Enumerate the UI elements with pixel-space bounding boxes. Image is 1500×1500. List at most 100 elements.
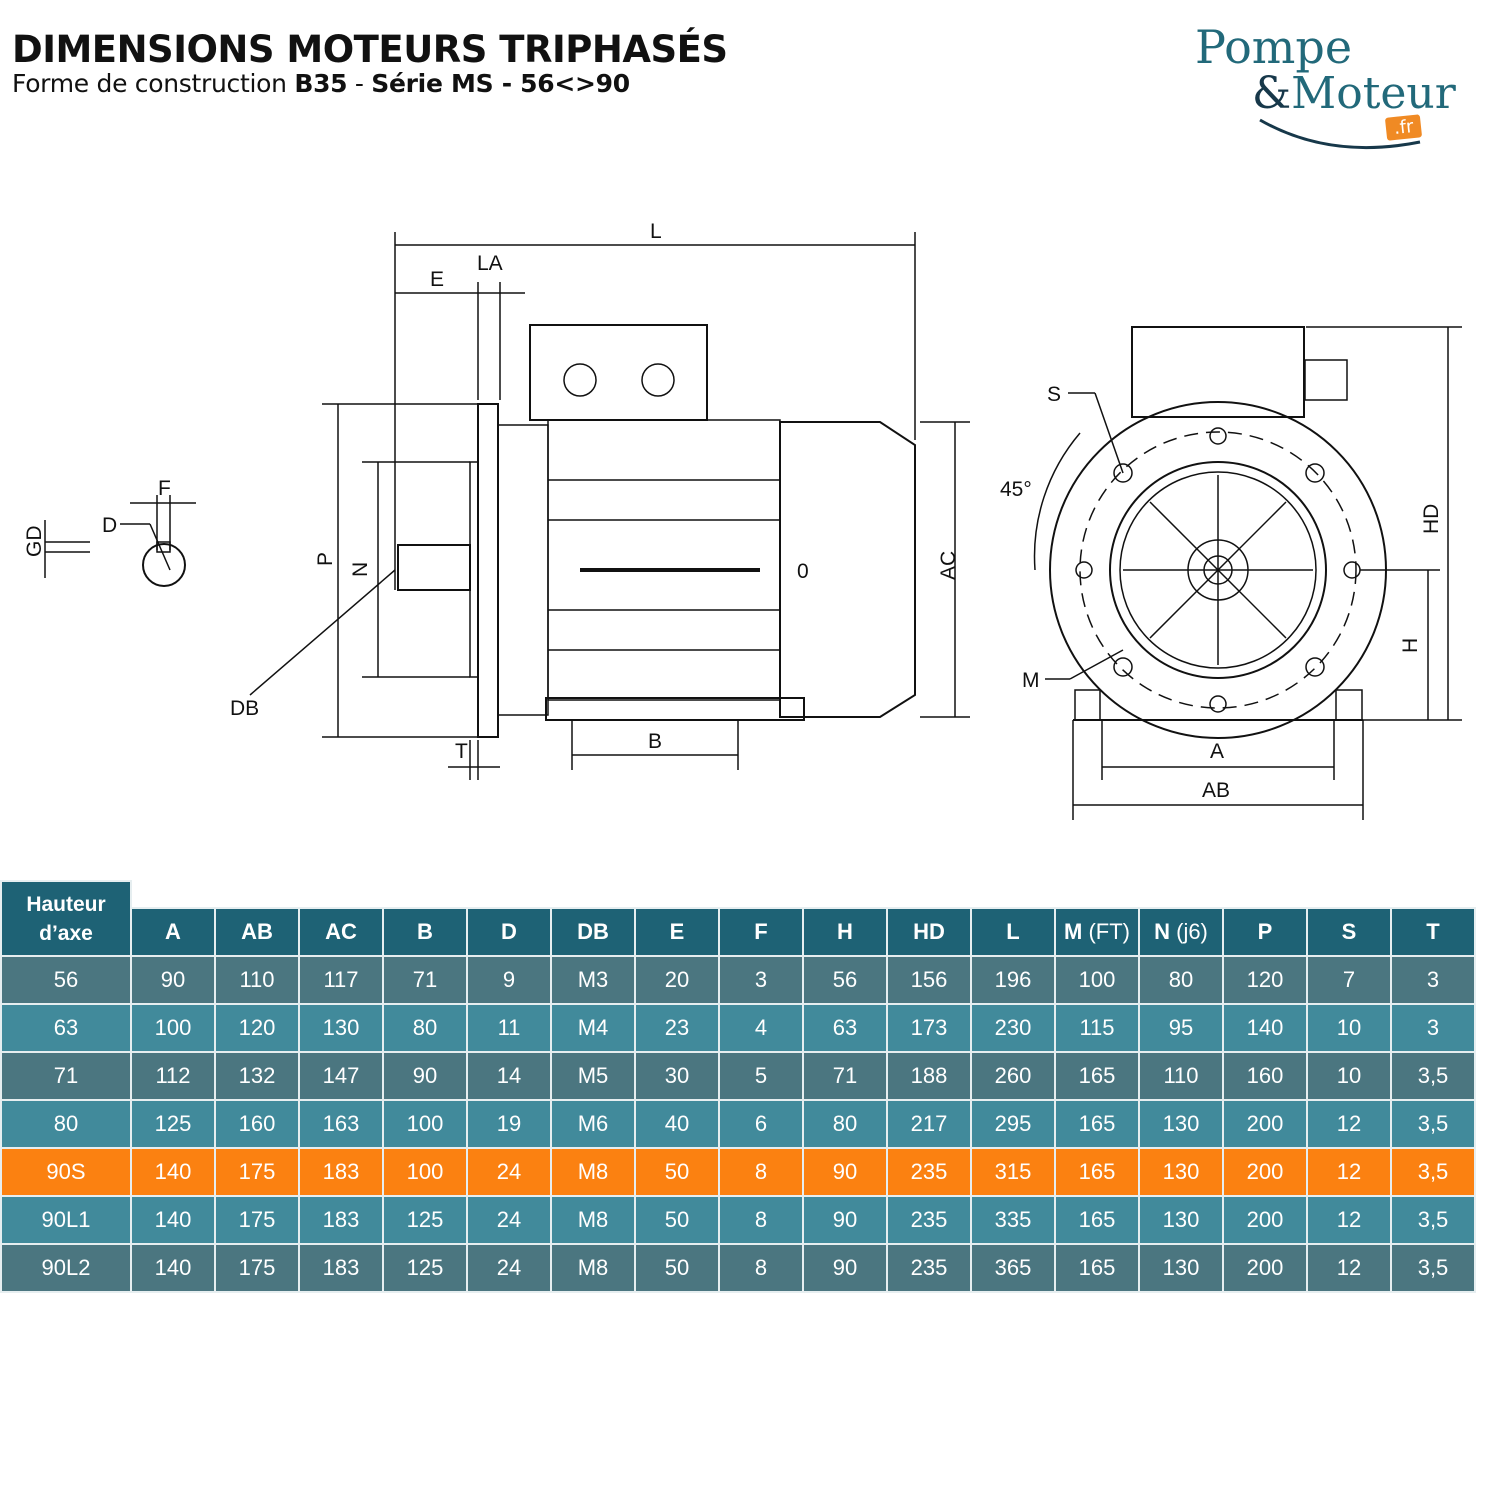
table-cell: 165	[1054, 1243, 1140, 1293]
table-cell: M5	[550, 1051, 636, 1101]
table-cell: 183	[298, 1147, 384, 1197]
col-header-label: DB	[577, 919, 609, 944]
table-cell: 230	[970, 1003, 1056, 1053]
table-cell: 260	[970, 1051, 1056, 1101]
label-DB: DB	[230, 697, 259, 720]
table-cell: 100	[382, 1147, 468, 1197]
table-cell: 183	[298, 1195, 384, 1245]
header-spacer	[131, 881, 1475, 908]
table-cell: 50	[634, 1243, 720, 1293]
table-cell: 120	[214, 1003, 300, 1053]
col-header-s: S	[1306, 907, 1392, 957]
table-cell: 173	[886, 1003, 972, 1053]
table-row: 71 112 132 147 90 14 M5 30 5 71 188 260 165 110 160 10 3…	[0, 1051, 1476, 1101]
col-header-ac: AC	[298, 907, 384, 957]
table-cell: 315	[970, 1147, 1056, 1197]
table-cell: 140	[130, 1147, 216, 1197]
col-header-f: F	[718, 907, 804, 957]
col-header-label: AB	[241, 919, 273, 944]
table-cell: 7	[1306, 955, 1392, 1005]
col-header-label: A	[165, 919, 181, 944]
table-cell: 12	[1306, 1243, 1392, 1293]
col-header-p: P	[1222, 907, 1308, 957]
table-cell: 10	[1306, 1003, 1392, 1053]
label-P: P	[314, 552, 337, 566]
table-cell: 24	[466, 1243, 552, 1293]
table-cell: 19	[466, 1099, 552, 1149]
table-cell: 12	[1306, 1147, 1392, 1197]
col-header-m: M (FT)	[1054, 907, 1140, 957]
table-cell: 71	[0, 1051, 132, 1101]
col-header-label: M	[1064, 919, 1083, 944]
table-cell: 3	[1390, 955, 1476, 1005]
table-cell: 90L1	[0, 1195, 132, 1245]
col-header-label: HD	[913, 919, 945, 944]
table-cell: 117	[298, 955, 384, 1005]
col-header-label: P	[1257, 919, 1273, 944]
label-GD: GD	[23, 526, 46, 558]
table-cell: M6	[550, 1099, 636, 1149]
table-cell: 165	[1054, 1051, 1140, 1101]
logo-swoosh	[1259, 118, 1421, 150]
col-header-a: A	[130, 907, 216, 957]
col-header-h: H	[802, 907, 888, 957]
table-cell: 20	[634, 955, 720, 1005]
label-AC: AC	[937, 551, 960, 580]
table-cell: 63	[802, 1003, 888, 1053]
table-cell: 175	[214, 1147, 300, 1197]
table-cell: 50	[634, 1147, 720, 1197]
table-cell: 3	[718, 955, 804, 1005]
col-header-label: T	[1426, 919, 1440, 944]
table-cell: 30	[634, 1051, 720, 1101]
table-cell: 4	[718, 1003, 804, 1053]
table-cell: 3,5	[1390, 1051, 1476, 1101]
col-header-label: D	[501, 919, 517, 944]
logo-amp: &	[1252, 68, 1292, 119]
table-cell: 165	[1054, 1195, 1140, 1245]
table-cell: 95	[1138, 1003, 1224, 1053]
label-angle: 45°	[1000, 478, 1032, 501]
col-header-e: E	[634, 907, 720, 957]
table-row: 90L1 140 175 183 125 24 M8 50 8 90 235 335 165 130 200…	[0, 1195, 1476, 1245]
label-O: 0	[797, 560, 809, 583]
table-cell: 90	[802, 1243, 888, 1293]
table-cell: 175	[214, 1195, 300, 1245]
logo: Pompe &Moteur .fr	[1190, 20, 1456, 160]
table-row: 90L2 140 175 183 125 24 M8 50 8 90 235 365 165 130 200…	[0, 1243, 1476, 1293]
col-header-ab: AB	[214, 907, 300, 957]
table-cell: 80	[802, 1099, 888, 1149]
subtitle-prefix: Forme de construction	[12, 69, 295, 98]
table-cell: 3,5	[1390, 1195, 1476, 1245]
col-header-d: D	[466, 907, 552, 957]
table-cell: 140	[130, 1243, 216, 1293]
dimensions-table: Hauteur d’axe A AB AC B D DB E F H HD L M (FT) N (j6)…	[0, 880, 1476, 1293]
table-cell: 8	[718, 1195, 804, 1245]
table-cell: 56	[802, 955, 888, 1005]
table-cell: 163	[298, 1099, 384, 1149]
col-header-t: T	[1390, 907, 1476, 957]
col-header-label: H	[837, 919, 853, 944]
label-B: B	[648, 730, 662, 753]
table-cell: 365	[970, 1243, 1056, 1293]
table-cell: 110	[1138, 1051, 1224, 1101]
table-cell: 125	[382, 1243, 468, 1293]
col-header-label: B	[417, 919, 433, 944]
table-cell: 12	[1306, 1195, 1392, 1245]
label-D: D	[102, 514, 117, 537]
label-M: M	[1022, 669, 1040, 692]
table-cell: 295	[970, 1099, 1056, 1149]
table-cell: 125	[130, 1099, 216, 1149]
label-F: F	[158, 477, 171, 500]
logo-line1: Pompe	[1195, 20, 1353, 74]
table-cell: 235	[886, 1195, 972, 1245]
table-cell: 10	[1306, 1051, 1392, 1101]
table-cell: 188	[886, 1051, 972, 1101]
table-cell: 200	[1222, 1099, 1308, 1149]
col-header-label: F	[754, 919, 768, 944]
table-cell: M8	[550, 1195, 636, 1245]
motor-dimension-drawing: L LA E P N DB T B AC 0 F D GD S 45° M HD…	[23, 220, 1462, 820]
table-cell: 100	[382, 1099, 468, 1149]
col-header-hd: HD	[886, 907, 972, 957]
hauteur-line2: d’axe	[39, 921, 93, 945]
table-cell: 50	[634, 1195, 720, 1245]
